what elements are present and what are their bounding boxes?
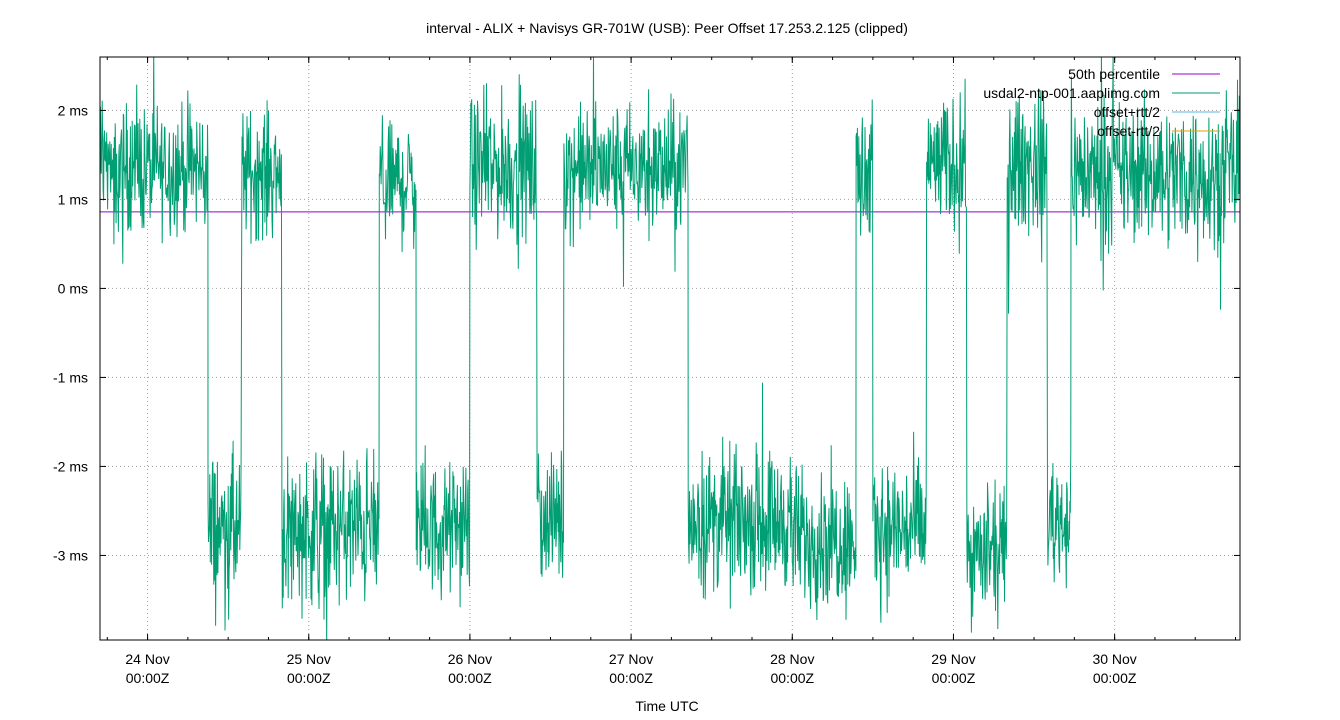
x-tick-sublabel: 00:00Z — [448, 670, 492, 686]
legend: 50th percentile usdal2-ntp-001.aaplimg.co… — [983, 66, 1220, 139]
x-tick-sublabel: 00:00Z — [609, 670, 653, 686]
axis-ticks: 2 ms 1 ms 0 ms -1 ms -2 ms -3 ms 24 Nov 00:00Z 2… — [53, 57, 1240, 686]
legend-label: offset+rtt/2 — [1094, 104, 1160, 120]
y-tick-label: -3 ms — [53, 547, 88, 563]
x-tick-sublabel: 00:00Z — [126, 670, 170, 686]
offset-series-line — [100, 57, 1240, 640]
legend-label: usdal2-ntp-001.aaplimg.com — [983, 85, 1160, 101]
x-tick-label: 25 Nov — [287, 651, 331, 667]
x-tick-label: 26 Nov — [448, 651, 492, 667]
grid-lines — [100, 57, 1240, 640]
y-tick-label: 1 ms — [58, 191, 88, 207]
x-tick-label: 24 Nov — [125, 651, 169, 667]
y-tick-label: -2 ms — [53, 458, 88, 474]
x-tick-sublabel: 00:00Z — [287, 670, 331, 686]
x-tick-label: 29 Nov — [931, 651, 975, 667]
x-tick-label: 30 Nov — [1092, 651, 1136, 667]
legend-label: 50th percentile — [1068, 66, 1160, 82]
chart-title: interval - ALIX + Navisys GR-701W (USB):… — [426, 20, 908, 36]
y-tick-label: 2 ms — [58, 102, 88, 118]
x-tick-label: 28 Nov — [770, 651, 814, 667]
x-tick-sublabel: 00:00Z — [1093, 670, 1137, 686]
y-tick-label: -1 ms — [53, 369, 88, 385]
plot-area — [100, 57, 1240, 640]
x-tick-sublabel: 00:00Z — [770, 670, 814, 686]
x-axis-label: Time UTC — [635, 698, 698, 714]
plot-frame — [99, 56, 1241, 641]
y-tick-label: 0 ms — [58, 280, 88, 296]
legend-label: offset-rtt/2 — [1097, 123, 1160, 139]
x-tick-sublabel: 00:00Z — [932, 670, 976, 686]
x-tick-label: 27 Nov — [609, 651, 653, 667]
